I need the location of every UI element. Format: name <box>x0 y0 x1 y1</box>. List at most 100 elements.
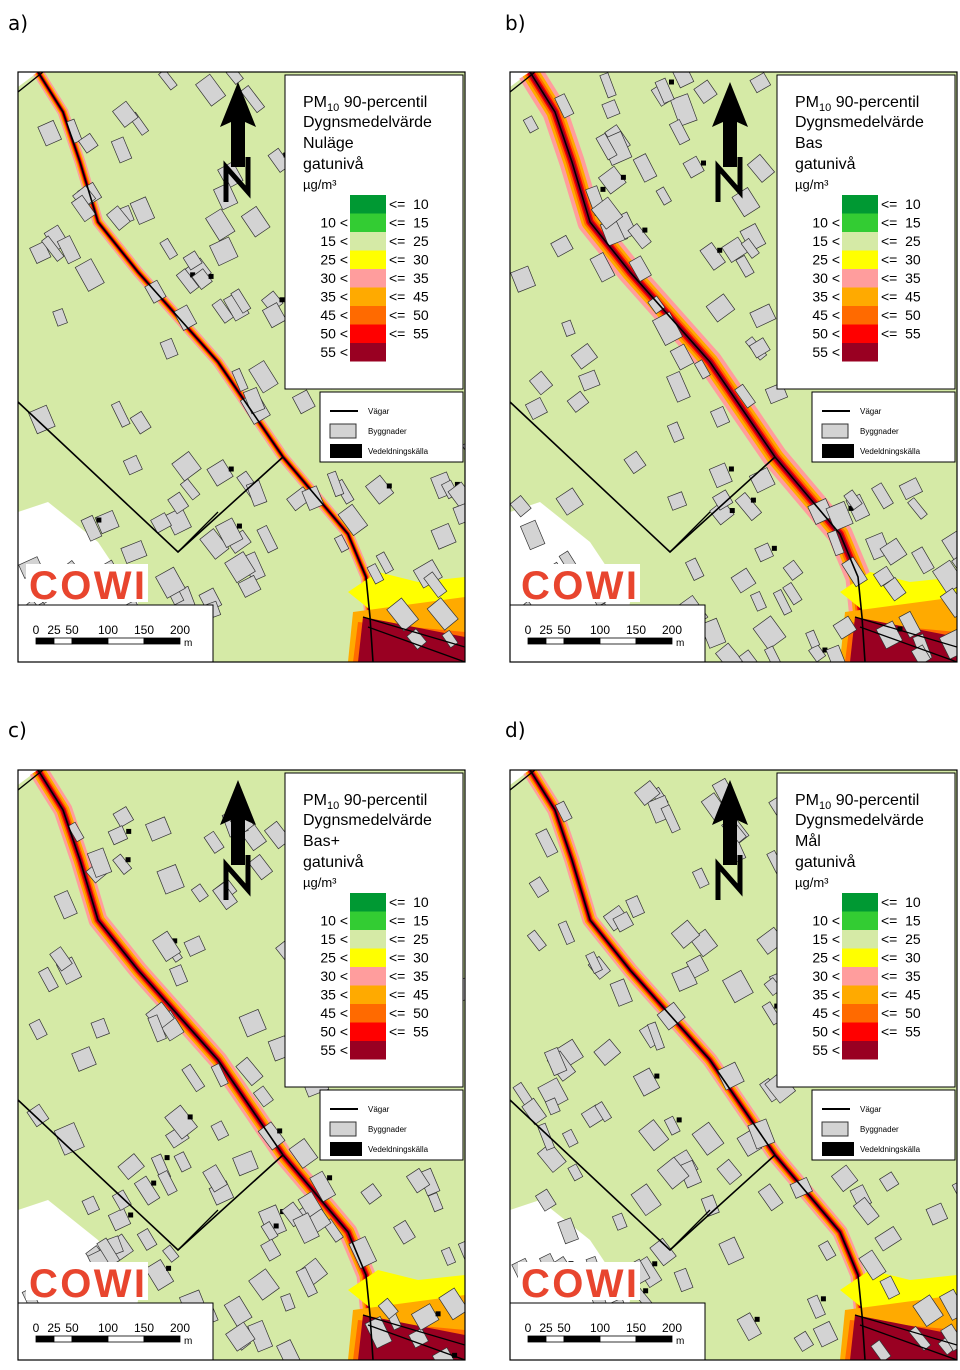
title-sub: 10 <box>327 102 339 114</box>
legend-swatch <box>350 269 386 288</box>
scale-label: 100 <box>98 1321 118 1335</box>
class-lower: 55 < <box>812 1042 840 1058</box>
scale-label: 200 <box>170 623 190 637</box>
wood-source <box>237 524 242 529</box>
legend-swatch <box>350 912 386 931</box>
class-upper: <= 55 <box>881 1024 921 1040</box>
class-upper: <= 45 <box>881 289 921 305</box>
scale-label: 0 <box>33 623 40 637</box>
wood-source <box>600 187 605 192</box>
title-part: PM <box>795 792 819 809</box>
title-sub: 10 <box>327 800 339 812</box>
title-part: 90-percentil <box>339 792 427 809</box>
wood-source <box>621 175 626 180</box>
class-lower: 35 < <box>812 987 840 1003</box>
class-upper: <= 35 <box>881 270 921 286</box>
class-lower: 25 < <box>812 950 840 966</box>
legend-unit: µg/m³ <box>303 177 337 192</box>
class-upper: <= 55 <box>881 326 921 342</box>
scale-segment <box>564 638 600 644</box>
wood-source <box>279 297 284 302</box>
legend-swatch <box>842 195 878 214</box>
feature-source <box>822 444 854 458</box>
legend-line: gatunivå <box>795 155 856 173</box>
legend-swatch <box>842 893 878 912</box>
scale-label: 25 <box>47 1321 61 1335</box>
wood-source <box>277 1128 282 1133</box>
legend-scenario: Bas+ <box>303 833 340 850</box>
legend-swatch <box>350 986 386 1005</box>
class-upper: <= 35 <box>389 968 429 984</box>
scale-segment <box>564 1336 600 1342</box>
scale-label: 0 <box>525 1321 532 1335</box>
feature-source <box>822 1142 854 1156</box>
legend-line: Dygnsmedelvärde <box>795 114 924 131</box>
legend-swatch <box>842 912 878 931</box>
legend-swatch <box>350 195 386 214</box>
class-upper: <= 45 <box>881 987 921 1003</box>
class-upper: <= 15 <box>881 913 921 929</box>
scale-segment <box>528 1336 546 1342</box>
legend-swatch <box>842 306 878 325</box>
class-upper: <= 30 <box>881 950 921 966</box>
scale-segment <box>636 1336 672 1342</box>
wood-source <box>467 489 472 494</box>
class-lower: 30 < <box>320 270 348 286</box>
legend-swatch <box>842 251 878 270</box>
scale-label: 200 <box>662 623 682 637</box>
scale-label: 50 <box>65 623 79 637</box>
class-upper: <= 50 <box>881 307 921 323</box>
wood-source <box>166 1266 171 1271</box>
wood-source <box>755 1317 760 1322</box>
class-upper: <= 25 <box>389 233 429 249</box>
feature-label: Vedeldningskälla <box>860 1145 921 1154</box>
scale-label: 25 <box>539 623 553 637</box>
legend-swatch <box>842 325 878 344</box>
logo: COWI <box>29 1262 145 1306</box>
wood-source <box>126 857 131 862</box>
wood-source <box>821 1296 826 1301</box>
panel-label: c) <box>8 718 27 742</box>
wood-source <box>729 466 734 471</box>
legend-line: gatunivå <box>795 853 856 871</box>
class-upper: <= 15 <box>881 215 921 231</box>
class-lower: 15 < <box>320 233 348 249</box>
feature-source <box>330 444 362 458</box>
class-upper: <= 45 <box>389 987 429 1003</box>
class-lower: 10 < <box>812 215 840 231</box>
legend-line: Dygnsmedelvärde <box>303 812 432 829</box>
scale-segment <box>108 1336 144 1342</box>
feature-label: Vägar <box>860 407 882 416</box>
map-panel: PM10 90-percentilDygnsmedelvärdeMålgatun… <box>510 770 960 1365</box>
legend-swatch <box>842 949 878 968</box>
legend-swatch <box>842 288 878 307</box>
wood-source <box>188 1114 193 1119</box>
class-upper: <= 10 <box>389 894 429 910</box>
class-upper: <= 35 <box>389 270 429 286</box>
legend-swatch <box>842 269 878 288</box>
legend-swatch <box>350 306 386 325</box>
map-panel: PM10 90-percentilDygnsmedelvärdeNulägega… <box>18 67 489 668</box>
legend-swatch <box>350 214 386 233</box>
legend-swatch <box>350 288 386 307</box>
scale-segment <box>546 1336 564 1342</box>
class-lower: 50 < <box>320 1024 348 1040</box>
scale-label: 25 <box>47 623 61 637</box>
legend-swatch <box>842 1023 878 1042</box>
feature-label: Vedeldningskälla <box>860 447 921 456</box>
class-lower: 55 < <box>320 1042 348 1058</box>
class-lower: 10 < <box>812 913 840 929</box>
map-panel: PM10 90-percentilDygnsmedelvärdeBas+gatu… <box>18 770 476 1365</box>
legend-line: Dygnsmedelvärde <box>303 114 432 131</box>
scale-label: 200 <box>170 1321 190 1335</box>
legend-swatch <box>350 232 386 251</box>
class-upper: <= 30 <box>881 252 921 268</box>
class-upper: <= 15 <box>389 913 429 929</box>
feature-building <box>822 424 848 438</box>
class-lower: 25 < <box>812 252 840 268</box>
wood-source <box>128 1212 133 1217</box>
scale-segment <box>600 638 636 644</box>
class-upper: <= 30 <box>389 252 429 268</box>
scale-label: 50 <box>557 623 571 637</box>
wood-source <box>642 228 647 233</box>
